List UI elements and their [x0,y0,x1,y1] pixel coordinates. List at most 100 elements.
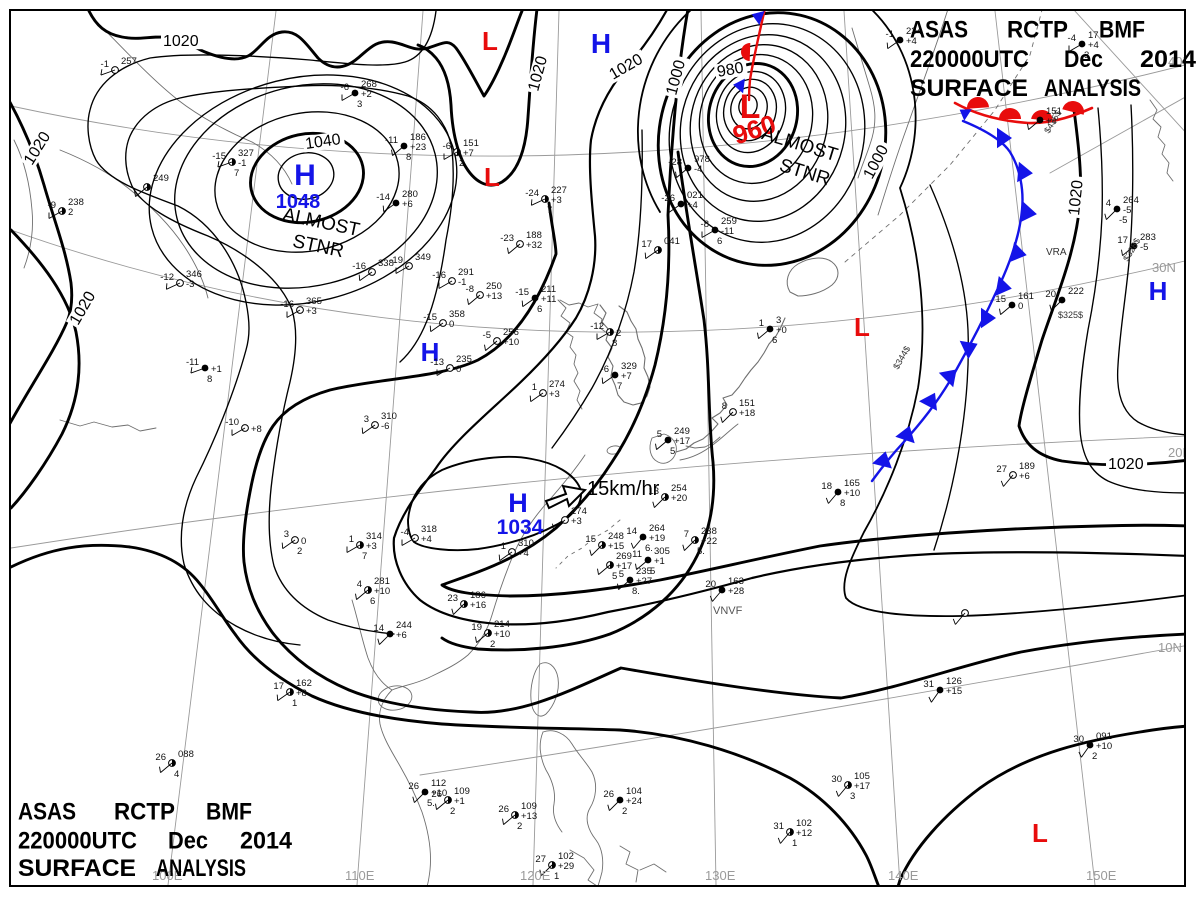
svg-text:+10: +10 [494,629,510,640]
svg-text:5: 5 [650,566,655,577]
svg-text:+15: +15 [946,686,962,697]
svg-text:40N: 40N [1168,54,1192,69]
svg-text:274: 274 [549,379,565,390]
svg-text:-11: -11 [385,135,398,146]
svg-text:+6: +6 [396,630,407,641]
svg-text:1020: 1020 [163,33,199,50]
svg-text:249: 249 [153,173,169,184]
svg-text:257: 257 [121,56,137,67]
svg-text:2: 2 [490,639,495,650]
svg-text:3: 3 [364,414,369,425]
svg-text:109: 109 [521,801,537,812]
svg-text:120E: 120E [520,868,551,883]
svg-text:-4: -4 [1068,33,1076,44]
svg-text:L: L [484,162,500,192]
svg-text:8: 8 [722,401,727,412]
svg-text:31: 31 [923,679,934,690]
svg-text:1: 1 [759,318,764,329]
svg-text:L: L [482,26,498,56]
svg-text:327: 327 [238,148,254,159]
svg-text:H: H [1149,276,1168,306]
svg-text:+22: +22 [701,536,717,547]
svg-text:-11: -11 [721,226,734,237]
svg-text:110E: 110E [345,868,375,883]
svg-text:-15: -15 [212,151,226,162]
svg-text:365: 365 [306,296,322,307]
svg-text:7: 7 [684,529,689,540]
svg-text:+12: +12 [796,828,812,839]
svg-text:+4: +4 [518,548,529,559]
svg-text:26: 26 [603,789,614,800]
svg-text:-16: -16 [280,299,294,310]
svg-text:358: 358 [449,309,465,320]
svg-text:227: 227 [551,185,567,196]
svg-text:1020: 1020 [1108,456,1144,473]
svg-text:17: 17 [1088,30,1099,41]
svg-text:-4: -4 [401,527,409,538]
svg-text:259: 259 [721,216,737,227]
svg-text:ASAS: ASAS [910,17,968,44]
svg-text:2014: 2014 [240,828,292,855]
svg-text:978: 978 [694,154,710,165]
svg-text:268: 268 [361,79,377,90]
svg-text:6.: 6. [645,543,653,554]
svg-text:021: 021 [687,190,703,201]
svg-text:L: L [854,312,870,342]
svg-text:+32: +32 [526,240,542,251]
svg-text:ANALYSIS: ANALYSIS [1044,75,1141,102]
svg-text:151: 151 [739,398,755,409]
svg-text:186: 186 [410,132,426,143]
svg-text:+10: +10 [844,488,860,499]
svg-text:2: 2 [616,328,621,339]
svg-text:ANALYSIS: ANALYSIS [156,855,246,882]
svg-text:8: 8 [612,338,617,349]
svg-text:+3: +3 [551,195,562,206]
svg-text:4: 4 [1106,198,1111,209]
svg-text:2: 2 [517,821,522,832]
svg-text:+4: +4 [421,534,432,545]
svg-text:H: H [508,488,528,518]
svg-text:0: 0 [456,364,461,375]
svg-text:17: 17 [641,239,652,250]
svg-text:+11: +11 [541,294,556,305]
svg-text:1034: 1034 [497,516,544,539]
svg-text:SURFACE: SURFACE [910,75,1028,102]
svg-text:RCTP: RCTP [1007,17,1068,44]
svg-text:140E: 140E [888,868,919,883]
svg-text:6: 6 [370,596,375,607]
svg-text:0: 0 [449,319,454,330]
svg-text:7: 7 [547,205,552,216]
svg-text:20: 20 [705,579,716,590]
svg-text:2: 2 [622,806,627,817]
svg-text:-15: -15 [515,287,529,298]
svg-text:+4: +4 [1088,40,1099,51]
svg-text:10N: 10N [1158,640,1182,655]
svg-text:+17: +17 [674,436,690,447]
svg-text:-10: -10 [225,417,239,428]
svg-text:100E: 100E [152,868,183,883]
svg-text:281: 281 [374,576,390,587]
svg-text:19: 19 [471,622,482,633]
svg-text:305: 305 [654,546,670,557]
svg-text:-16: -16 [432,270,446,281]
svg-text:+3: +3 [549,389,560,400]
svg-text:+1: +1 [211,364,222,375]
svg-text:-15: -15 [423,312,437,323]
svg-text:15: 15 [585,534,596,545]
svg-text:-24: -24 [525,188,539,199]
svg-text:1: 1 [501,541,506,552]
svg-text:$325$: $325$ [1058,310,1083,320]
svg-text:+8: +8 [251,424,262,435]
svg-text:264: 264 [1123,195,1139,206]
svg-text:27: 27 [535,854,546,865]
svg-text:-23: -23 [500,233,514,244]
svg-text:+6: +6 [402,199,413,210]
svg-text:104: 104 [626,786,642,797]
svg-text:1: 1 [532,382,537,393]
svg-text:-5: -5 [1119,215,1127,226]
svg-text:3: 3 [850,791,855,802]
svg-text:-12: -12 [590,321,604,332]
svg-text:+7: +7 [621,371,632,382]
svg-text:220000UTC: 220000UTC [910,46,1029,73]
svg-text:BMF: BMF [206,799,252,826]
